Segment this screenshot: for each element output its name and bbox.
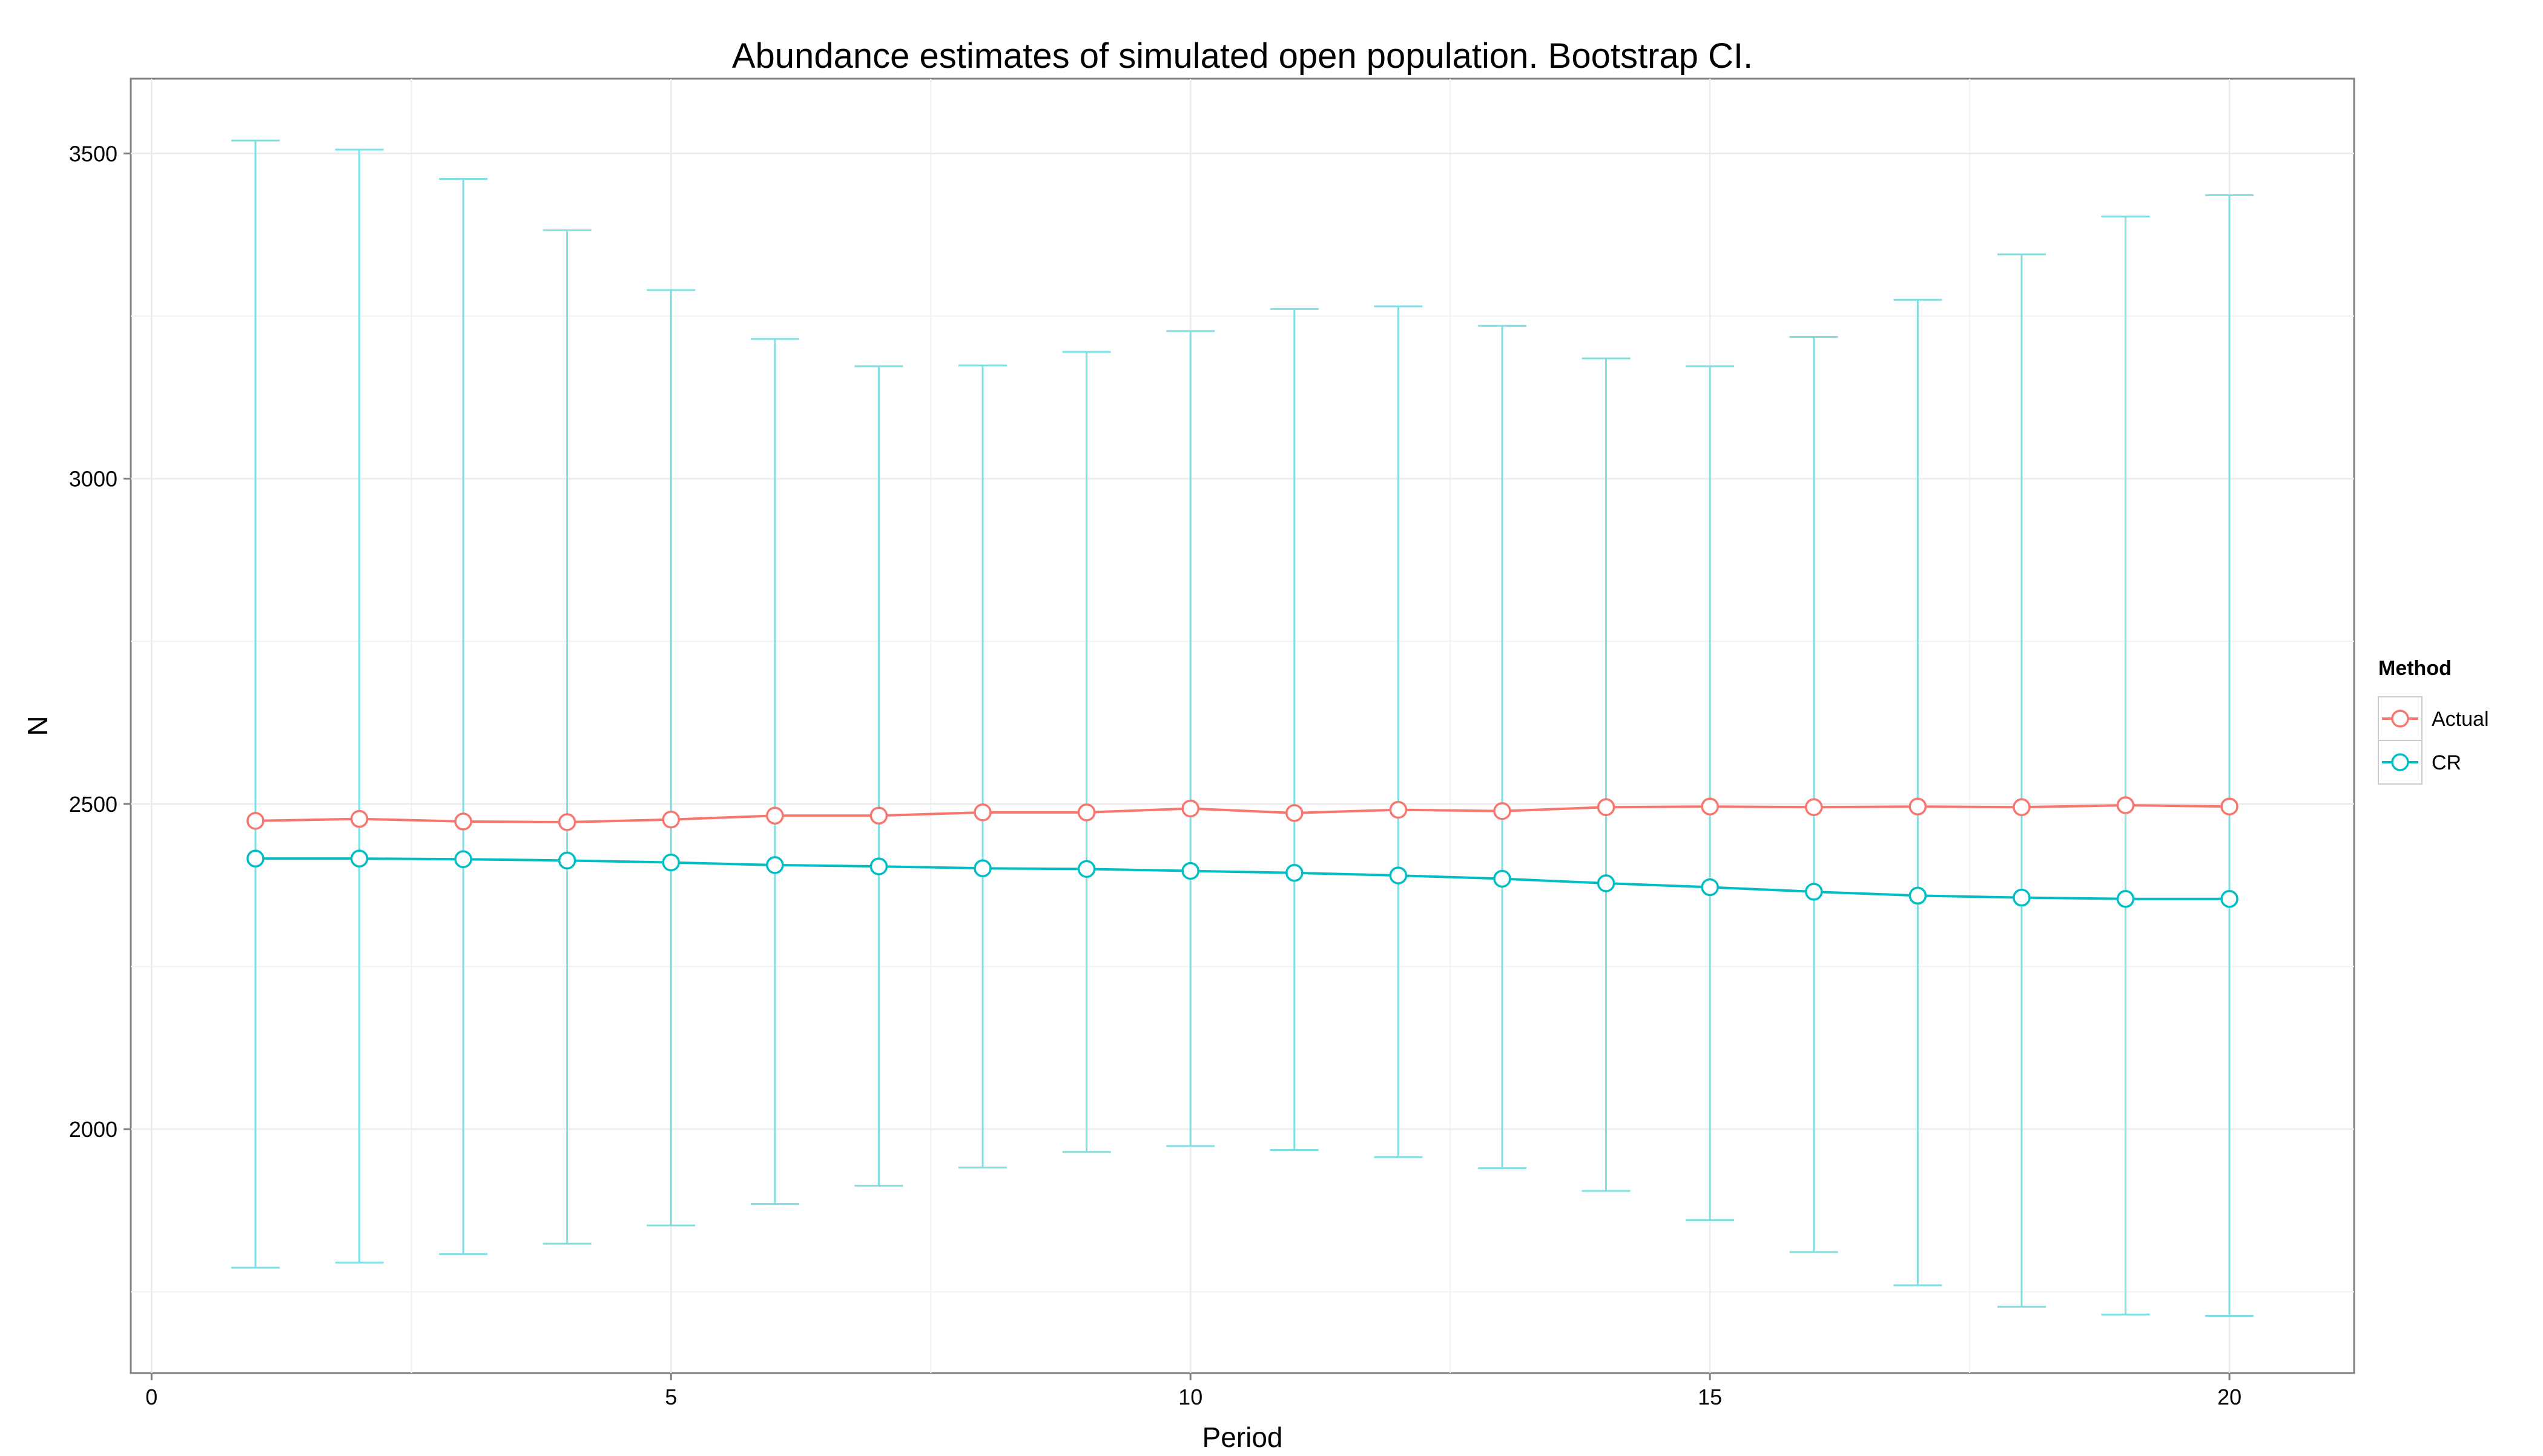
data-point-cr <box>246 849 265 868</box>
x-axis-title: Period <box>1202 1421 1283 1453</box>
x-tick-label: 5 <box>665 1385 677 1409</box>
data-point-actual <box>974 803 992 822</box>
series-line-cr <box>255 857 2230 900</box>
data-point-cr <box>350 849 369 868</box>
data-point-actual <box>2013 798 2031 817</box>
data-point-actual <box>1181 799 1199 818</box>
x-tick-label: 0 <box>145 1385 157 1409</box>
data-point-actual <box>2220 797 2238 815</box>
data-point-cr <box>1701 878 1719 897</box>
errorbar <box>2101 216 2150 1316</box>
data-point-cr <box>2013 888 2031 907</box>
x-tick-label: 20 <box>2217 1385 2241 1409</box>
legend-title: Method <box>2378 657 2452 680</box>
errorbar <box>647 289 696 1227</box>
plot-panel <box>130 77 2355 1374</box>
legend-key-point <box>2391 710 2409 728</box>
data-point-actual <box>558 813 576 831</box>
data-point-actual <box>1701 797 1719 815</box>
data-point-cr <box>1077 860 1096 878</box>
errorbar <box>231 139 280 1269</box>
data-point-cr <box>1181 861 1199 880</box>
y-axis-title: N <box>22 716 53 736</box>
legend-label: CR <box>2432 751 2461 774</box>
data-point-cr <box>974 859 992 878</box>
errorbar <box>750 338 799 1205</box>
data-point-actual <box>1493 802 1511 820</box>
errorbar <box>439 177 488 1255</box>
errorbar <box>543 229 592 1245</box>
errorbar <box>958 364 1008 1168</box>
data-point-actual <box>1389 800 1408 819</box>
data-point-actual <box>350 809 369 828</box>
y-tick-label: 2000 <box>69 1117 117 1142</box>
legend-key-point <box>2391 753 2409 771</box>
errorbar <box>1789 336 1838 1253</box>
data-point-actual <box>1597 798 1615 817</box>
data-point-cr <box>1389 866 1408 884</box>
errorbar <box>1062 351 1111 1153</box>
x-tick-label: 10 <box>1178 1385 1202 1409</box>
chart-title: Abundance estimates of simulated open po… <box>732 36 1753 76</box>
data-point-actual <box>869 806 888 825</box>
errorbar <box>1893 298 1942 1286</box>
data-point-actual <box>766 806 784 825</box>
data-point-cr <box>1493 869 1511 888</box>
errorbar <box>1997 253 2046 1308</box>
data-point-cr <box>1285 864 1304 882</box>
series-line-actual <box>255 804 2230 824</box>
data-point-actual <box>1908 797 1927 815</box>
data-point-actual <box>2116 796 2135 814</box>
data-point-actual <box>662 810 681 829</box>
x-tick-label: 15 <box>1698 1385 1722 1409</box>
data-point-cr <box>2220 890 2238 908</box>
data-point-cr <box>1597 874 1615 892</box>
data-point-cr <box>454 850 472 868</box>
data-point-cr <box>1804 883 1823 901</box>
legend-label: Actual <box>2432 708 2489 731</box>
legend-item-cr[interactable]: CR <box>2378 740 2461 785</box>
data-point-actual <box>1804 798 1823 817</box>
y-tick-label: 3500 <box>69 142 117 166</box>
data-point-cr <box>558 851 576 870</box>
errorbar <box>1166 330 1215 1147</box>
errorbar <box>1374 305 1423 1158</box>
data-point-actual <box>246 812 265 830</box>
y-tick-label: 2500 <box>69 792 117 817</box>
errorbar <box>854 365 903 1187</box>
errorbar <box>1477 324 1526 1170</box>
errorbar <box>335 148 384 1263</box>
data-point-actual <box>1285 804 1304 822</box>
legend-item-actual[interactable]: Actual <box>2378 696 2489 741</box>
errorbar <box>2205 194 2254 1317</box>
errorbar <box>1686 365 1735 1222</box>
y-tick-label: 3000 <box>69 467 117 492</box>
data-point-cr <box>766 856 784 874</box>
data-point-actual <box>454 812 472 831</box>
data-point-cr <box>2116 890 2135 908</box>
data-point-actual <box>1077 803 1096 822</box>
errorbar <box>1582 357 1631 1192</box>
errorbar <box>1270 308 1319 1151</box>
data-point-cr <box>1908 886 1927 905</box>
data-point-cr <box>869 857 888 875</box>
data-point-cr <box>662 853 681 872</box>
